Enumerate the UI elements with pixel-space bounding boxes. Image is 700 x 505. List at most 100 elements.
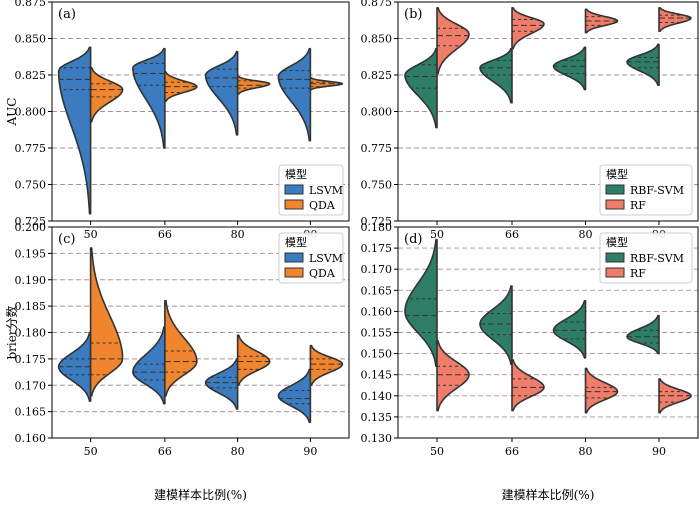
violin-half-qda-50 <box>89 247 124 397</box>
y-tick-label: 0.140 <box>361 390 393 403</box>
legend-swatch-rbf-svm <box>605 252 625 263</box>
y-tick-label: 0.775 <box>361 142 393 155</box>
violin-half-lsvm-50 <box>57 46 92 215</box>
violin-half-lsvm-66 <box>132 326 166 405</box>
legend-title: 模型 <box>606 235 628 249</box>
y-tick-label: 0.850 <box>361 33 393 46</box>
y-tick-label: 0.175 <box>15 353 47 366</box>
x-tick-label: 50 <box>84 228 98 241</box>
legend-swatch-rf <box>605 267 625 278</box>
y-tick-label: 0.800 <box>361 106 393 119</box>
panel-c: 0.160 0.165 0.170 0.175 0.180 0.185 0.190 0.195… <box>4 221 350 502</box>
y-tick-label: 0.750 <box>15 179 47 192</box>
y-tick-label: 0.750 <box>361 179 393 192</box>
legend-swatch-qda <box>284 267 304 278</box>
y-tick-label: 0.180 <box>15 327 47 340</box>
y-axis-label: brier分数 <box>4 305 19 359</box>
panel-a: 0.725 0.750 0.775 0.800 0.825 0.850 0.875 50 66 8… <box>5 0 350 241</box>
panel-d: 0.130 0.135 0.140 0.145 0.150 0.155 0.160 0.165… <box>361 221 699 502</box>
legend-label: RF <box>630 267 646 280</box>
x-tick-label: 50 <box>84 445 98 458</box>
x-tick-label: 80 <box>231 445 245 458</box>
violin-half-lsvm-90 <box>277 368 312 423</box>
violin-half-rbf-svm-50 <box>404 47 438 129</box>
legend-swatch-qda <box>284 199 304 210</box>
x-axis-label: 建模样本比例(%) <box>154 487 247 502</box>
legend-label: RBF-SVM <box>630 252 684 265</box>
y-tick-label: 0.180 <box>361 221 393 234</box>
x-tick-label: 66 <box>505 445 519 458</box>
violin-half-rf-50 <box>436 340 470 412</box>
legend-swatch-rf <box>605 199 625 210</box>
violin-half-rf-90 <box>658 7 692 32</box>
y-tick-label: 0.825 <box>15 69 47 82</box>
legend-swatch-lsvm <box>284 252 304 263</box>
violin-half-rf-80 <box>584 367 619 414</box>
x-axis-label: 建模样本比例(%) <box>502 487 595 502</box>
x-tick-label: 90 <box>303 445 317 458</box>
y-tick-label: 0.135 <box>361 411 393 424</box>
y-tick-label: 0.145 <box>361 369 393 382</box>
violin-half-rbf-svm-66 <box>479 285 513 365</box>
y-tick-label: 0.160 <box>15 432 47 445</box>
violin-half-lsvm-90 <box>277 47 312 142</box>
y-tick-label: 0.850 <box>15 33 47 46</box>
axes-frame <box>397 1 699 222</box>
violin-half-qda-50 <box>89 66 124 123</box>
panel-letter: (b) <box>404 7 422 22</box>
x-tick-label: 80 <box>231 228 245 241</box>
legend-label: RF <box>630 199 646 212</box>
y-tick-label: 0.775 <box>15 142 47 155</box>
x-tick-label: 66 <box>505 228 519 241</box>
y-tick-label: 0.725 <box>15 215 47 228</box>
y-tick-label: 0.165 <box>361 284 393 297</box>
violin-half-qda-90 <box>309 344 344 387</box>
violin-half-rbf-svm-90 <box>626 314 660 355</box>
violin-half-lsvm-80 <box>204 358 239 410</box>
violin-half-qda-80 <box>236 334 271 387</box>
legend-title: 模型 <box>285 167 307 181</box>
violin-half-rf-50 <box>436 7 470 75</box>
legend-label: QDA <box>309 199 336 212</box>
legend-label: RBF-SVM <box>630 184 684 197</box>
violin-half-qda-66 <box>164 300 198 397</box>
panel-letter: (a) <box>58 7 76 22</box>
violin-half-rbf-svm-80 <box>552 46 587 91</box>
y-tick-label: 0.195 <box>15 247 47 260</box>
legend-label: LSVM <box>309 252 343 265</box>
axes-frame <box>51 1 350 222</box>
y-tick-label: 0.200 <box>15 221 47 234</box>
y-tick-label: 0.725 <box>361 215 393 228</box>
panel-letter: (d) <box>404 232 422 247</box>
legend-title: 模型 <box>285 235 307 249</box>
violin-half-rf-66 <box>511 359 545 412</box>
violin-half-rbf-svm-50 <box>404 238 438 368</box>
violin-half-rbf-svm-66 <box>479 47 513 104</box>
axes-frame <box>397 226 699 439</box>
x-tick-label: 80 <box>579 445 593 458</box>
y-axis-label: AUC <box>5 98 19 127</box>
panel-b: 0.725 0.750 0.775 0.800 0.825 0.850 0.875 50 66 8… <box>361 0 699 241</box>
y-tick-label: 0.185 <box>15 300 47 313</box>
y-tick-label: 0.160 <box>361 305 393 318</box>
y-tick-label: 0.825 <box>361 69 393 82</box>
violin-half-rbf-svm-80 <box>552 300 587 359</box>
panel-letter: (c) <box>58 232 75 247</box>
y-tick-label: 0.190 <box>15 274 47 287</box>
x-tick-label: 66 <box>158 445 172 458</box>
legend-label: LSVM <box>309 184 343 197</box>
y-tick-label: 0.150 <box>361 348 393 361</box>
x-tick-label: 80 <box>579 228 593 241</box>
legend-label: QDA <box>309 267 336 280</box>
violin-half-rbf-svm-90 <box>626 43 660 87</box>
legend-title: 模型 <box>606 167 628 181</box>
violin-half-rf-66 <box>511 7 545 50</box>
x-tick-label: 50 <box>430 445 444 458</box>
y-tick-label: 0.875 <box>361 0 393 9</box>
legend-swatch-rbf-svm <box>605 184 625 195</box>
